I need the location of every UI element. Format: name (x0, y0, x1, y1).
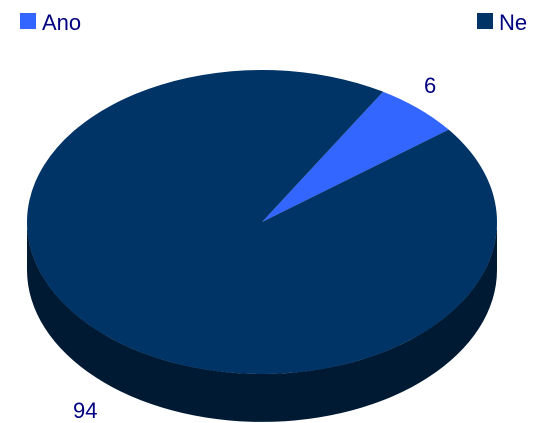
data-label-ano: 6 (424, 73, 436, 98)
legend-item-ne: Ne (477, 10, 527, 35)
pie-body (26, 70, 497, 422)
slice-ano (262, 91, 449, 222)
legend-swatch-ne (477, 13, 493, 29)
legend-label-ano: Ano (42, 10, 81, 35)
data-label-ne: 94 (73, 398, 97, 423)
legend-label-ne: Ne (499, 10, 527, 35)
legend-swatch-ano (20, 13, 36, 29)
legend-item-ano: Ano (20, 10, 81, 35)
legend: Ano Ne (20, 10, 527, 35)
slice-ne (26, 70, 497, 375)
slice-side-ne (27, 222, 497, 422)
